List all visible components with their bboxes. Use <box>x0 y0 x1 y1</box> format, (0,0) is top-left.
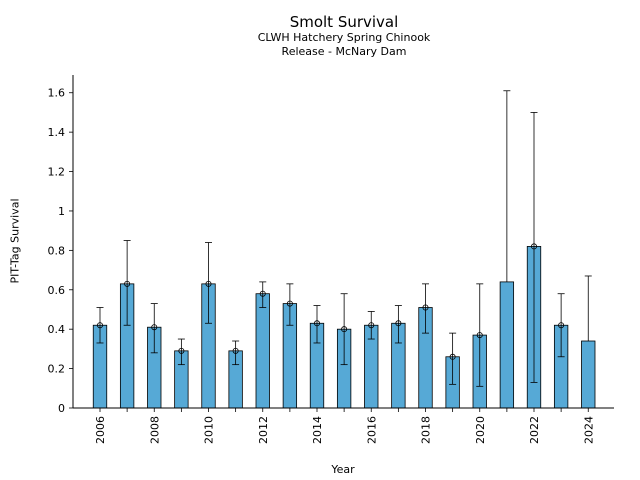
x-tick-label: 2022 <box>528 416 541 444</box>
x-axis-label: Year <box>331 463 355 476</box>
point-marker-2013 <box>286 300 293 307</box>
bar-2024 <box>581 340 596 409</box>
y-tick-label: 1.4 <box>48 126 66 139</box>
point-marker-2023 <box>558 322 565 329</box>
x-tick-label: 2020 <box>474 416 487 444</box>
y-tick-label: 1.2 <box>48 166 66 179</box>
chart-subtitle-line-1: CLWH Hatchery Spring Chinook <box>257 31 431 44</box>
chart-subtitle-line-2: Release - McNary Dam <box>281 45 407 58</box>
bar-2021 <box>499 281 515 409</box>
point-marker-2017 <box>395 320 402 327</box>
point-marker-2007 <box>124 280 131 287</box>
x-tick-label: 2008 <box>148 416 161 444</box>
point-marker-2022 <box>531 243 538 250</box>
point-marker-2016 <box>368 322 375 329</box>
point-marker-2019 <box>449 353 456 360</box>
y-tick-label: 0.6 <box>48 284 66 297</box>
point-marker-2015 <box>341 326 348 333</box>
x-tick-label: 2014 <box>311 416 324 444</box>
y-tick-label: 1.6 <box>48 87 66 100</box>
point-marker-2010 <box>205 280 212 287</box>
error-bars-layer <box>96 90 592 387</box>
x-tick-label: 2012 <box>257 416 270 444</box>
point-marker-2008 <box>151 324 158 331</box>
x-tick-label: 2010 <box>203 416 216 444</box>
x-tick-label: 2006 <box>94 416 107 444</box>
axes-layer: 0 0.2 0.4 0.6 0.8 1 1.2 1.4 1.6 2006 2008 2010 2012 2… <box>48 75 614 444</box>
y-tick-label: 0.4 <box>48 323 66 336</box>
y-tick-label: 0 <box>58 402 65 415</box>
point-marker-2009 <box>178 347 185 354</box>
x-tick-label: 2016 <box>365 416 378 444</box>
bar-2012 <box>255 293 270 409</box>
point-marker-2020 <box>476 332 483 339</box>
y-tick-label: 0.8 <box>48 244 66 257</box>
x-tick-label: 2018 <box>420 416 433 444</box>
y-tick-label: 1 <box>58 205 65 218</box>
x-tick-label: 2024 <box>582 416 595 444</box>
chart-title: Smolt Survival <box>289 13 399 31</box>
point-marker-2012 <box>259 290 266 297</box>
point-marker-2018 <box>422 304 429 311</box>
point-marker-2014 <box>313 320 320 327</box>
y-tick-label: 0.2 <box>48 363 66 376</box>
point-marker-2011 <box>232 347 239 354</box>
point-marker-2006 <box>97 322 104 329</box>
